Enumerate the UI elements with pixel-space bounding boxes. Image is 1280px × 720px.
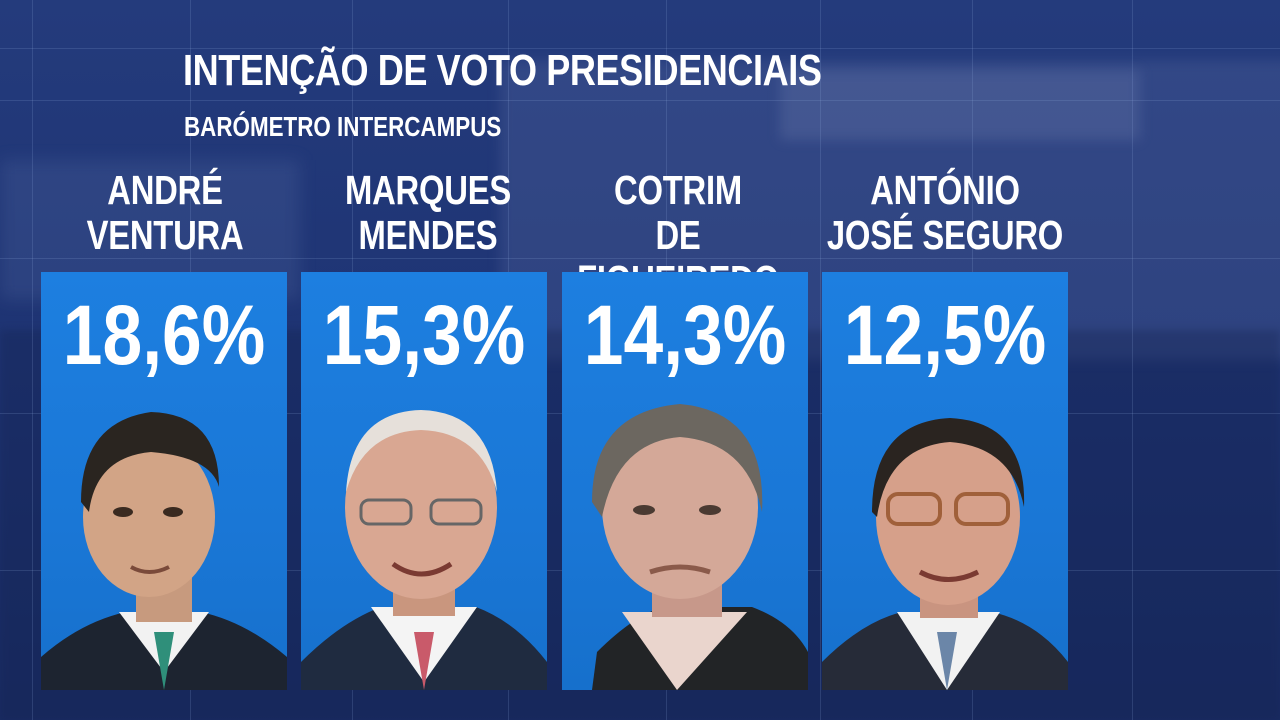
candidate-portrait-icon xyxy=(822,418,1068,690)
candidate-card-1: 18,6% xyxy=(41,272,287,690)
chart-title: INTENÇÃO DE VOTO PRESIDENCIAIS xyxy=(183,46,822,95)
candidate-card-4: 12,5% xyxy=(822,272,1068,690)
chart-subtitle: BARÓMETRO INTERCAMPUS xyxy=(184,111,502,142)
candidate-percentage-3: 14,3% xyxy=(583,288,787,382)
candidate-card-2: 15,3% xyxy=(301,272,547,690)
grid-line-horizontal xyxy=(0,48,1280,49)
candidate-card-3: 14,3% xyxy=(562,272,808,690)
grid-line-vertical xyxy=(820,0,821,720)
candidate-portrait-icon xyxy=(301,410,547,690)
grid-line-vertical xyxy=(32,0,33,720)
candidate-name-1: ANDRÉ VENTURA xyxy=(86,167,244,258)
candidate-percentage-4: 12,5% xyxy=(843,288,1047,382)
candidate-portrait-icon xyxy=(592,404,808,690)
grid-line-horizontal xyxy=(0,258,1280,259)
candidate-percentage-1: 18,6% xyxy=(62,288,266,382)
candidate-name-4: ANTÓNIO JOSÉ SEGURO xyxy=(826,167,1064,258)
grid-line-horizontal xyxy=(0,100,1280,101)
candidate-name-2: MARQUES MENDES xyxy=(345,167,511,258)
candidate-percentage-2: 15,3% xyxy=(322,288,526,382)
candidate-portrait-icon xyxy=(41,412,287,690)
background-palace-roof xyxy=(780,70,1140,140)
grid-line-vertical xyxy=(1132,0,1133,720)
